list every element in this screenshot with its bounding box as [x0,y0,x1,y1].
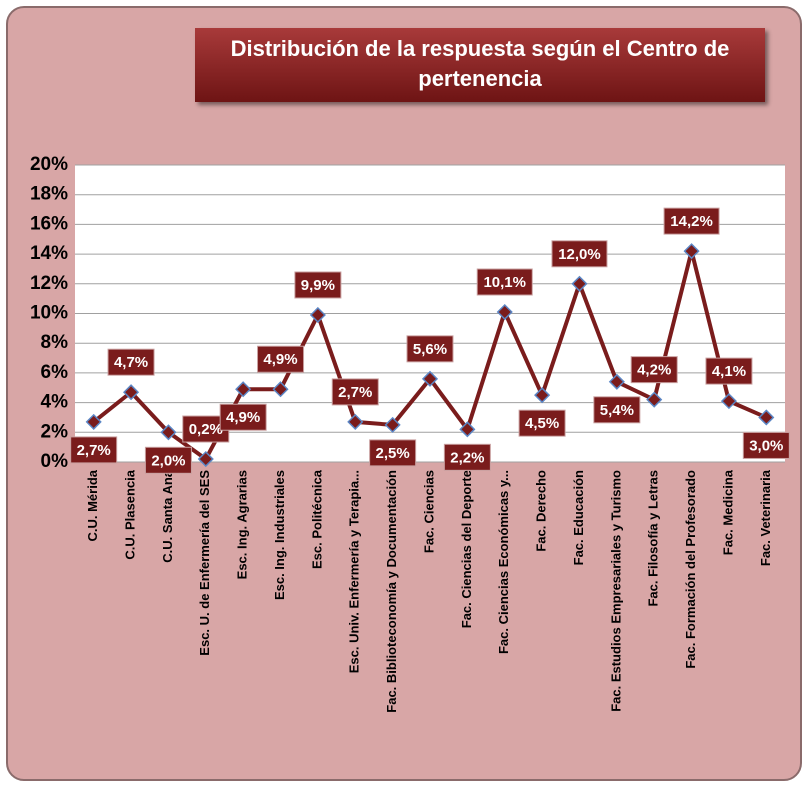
marker [608,373,625,390]
marker [646,391,663,408]
data-label: 0,2% [189,421,223,438]
data-label: 2,2% [450,449,484,466]
data-label: 4,7% [114,354,148,371]
data-label-box [369,439,417,467]
data-label: 4,9% [226,409,260,426]
marker [720,393,738,410]
x-tick-label: Esc. Politécnica [309,469,324,569]
data-label-box [551,240,608,268]
data-label-box [331,378,379,406]
y-tick-label: 14% [30,243,68,264]
data-label-box [294,271,342,299]
y-tick-label: 16% [30,213,68,234]
data-label: 9,9% [301,277,335,294]
x-tick-label: C.U. Santa Ana [160,469,175,562]
y-tick-label: 18% [30,184,68,205]
x-tick-label: Fac. Educación [571,470,586,565]
data-label: 4,1% [712,363,746,380]
data-label-box [630,356,678,384]
x-tick-label: Fac. Ciencias del Deporte [459,470,474,628]
x-tick-label: Fac. Estudios Empresariales y Turismo [608,470,623,712]
data-label-box [219,403,267,431]
x-tick-label: C.U. Plasencia [122,469,137,559]
chart-title: Distribución de la respuesta según el Ce… [195,28,765,102]
data-label-box [144,446,192,474]
data-label-box [742,431,790,459]
data-label: 10,1% [483,274,526,291]
x-tick-label: Fac. Veterinaria [758,469,773,566]
data-label: 2,7% [77,442,111,459]
data-label: 14,2% [670,213,713,230]
data-label-box [476,268,533,296]
marker [197,450,214,468]
data-label-box [663,207,720,235]
marker [683,243,700,260]
x-tick-label: Fac. Derecho [534,470,549,552]
marker [347,413,364,430]
y-tick-label: 0% [41,451,69,472]
data-label: 2,5% [376,445,410,462]
x-tick-label: Esc. Ing. Agrarias [235,470,250,579]
data-label-box [70,436,118,464]
x-tick-label: Esc. U. de Enfermería del SES [197,470,212,656]
x-tick-label: Fac. Ciencias [421,470,436,553]
marker [160,424,177,441]
data-label-box [593,396,641,424]
marker [571,275,588,292]
data-label: 4,2% [637,362,671,379]
marker [309,306,326,324]
data-label-box [257,345,305,373]
marker [534,387,551,404]
marker [235,381,252,398]
y-tick-label: 10% [30,303,68,324]
data-label: 2,7% [338,384,372,401]
y-tick-label: 12% [30,273,68,294]
data-label: 12,0% [558,246,601,263]
data-label: 5,6% [413,341,447,358]
marker [272,381,289,398]
y-tick-label: 8% [41,332,69,353]
marker [122,384,140,401]
x-tick-label: Fac. Formación del Profesorado [683,470,698,669]
data-label-box [518,409,566,437]
data-label-box [705,357,753,385]
data-label-box [406,335,454,363]
marker [758,409,775,426]
data-label: 5,4% [600,402,634,419]
marker [459,421,476,438]
data-label: 3,0% [749,437,783,454]
x-tick-label: Esc. Ing. Industriales [272,470,287,600]
x-tick-label: Fac. Filosofía y Letras [646,470,661,607]
data-label-box [443,443,491,471]
marker [421,370,439,387]
y-tick-label: 6% [41,362,69,383]
x-tick-label: Fac. Ciencias Económicas y... [496,470,511,654]
y-tick-label: 20% [30,154,68,175]
data-label: 2,0% [151,452,185,469]
x-tick-label: Esc. Univ. Enfermería y Terapia... [347,470,362,673]
y-tick-label: 2% [41,421,69,442]
data-label: 4,9% [263,351,297,368]
marker [85,413,102,430]
data-label-box [107,348,155,376]
data-label: 4,5% [525,415,559,432]
x-tick-label: Fac. Medicina [720,469,735,555]
marker [384,416,401,433]
y-tick-label: 4% [41,392,69,413]
marker [496,303,513,321]
x-tick-label: Fac. Biblioteconomía y Documentación [384,470,399,713]
x-tick-label: C.U. Mérida [85,469,100,541]
